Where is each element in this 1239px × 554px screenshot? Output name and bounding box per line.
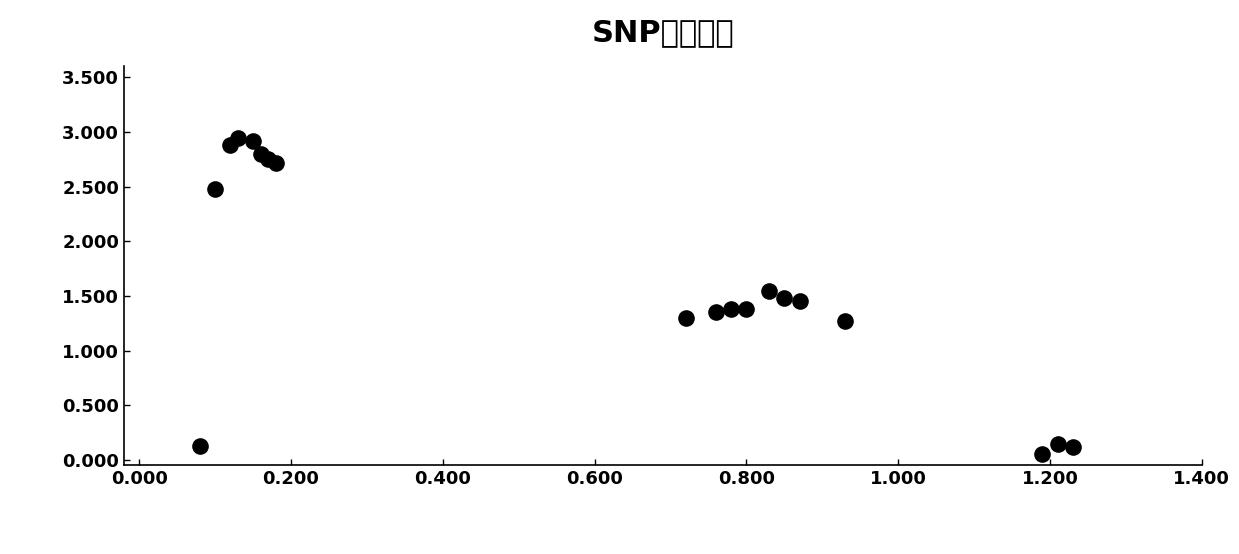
Point: [206, 184, 225, 193]
Point: [190, 441, 209, 450]
Point: [774, 294, 794, 302]
Point: [736, 305, 756, 314]
Title: SNP分型结果: SNP分型结果: [591, 18, 735, 48]
Point: [721, 305, 741, 314]
Point: [243, 136, 263, 145]
Point: [258, 155, 278, 164]
Point: [266, 158, 286, 167]
Point: [1032, 450, 1052, 459]
Point: [1063, 442, 1083, 451]
Point: [706, 308, 726, 317]
Point: [228, 133, 248, 142]
Point: [835, 317, 855, 326]
Point: [221, 141, 240, 150]
Point: [760, 286, 779, 295]
Point: [789, 297, 809, 306]
Point: [675, 314, 695, 322]
Point: [250, 150, 270, 158]
Point: [1048, 439, 1068, 448]
